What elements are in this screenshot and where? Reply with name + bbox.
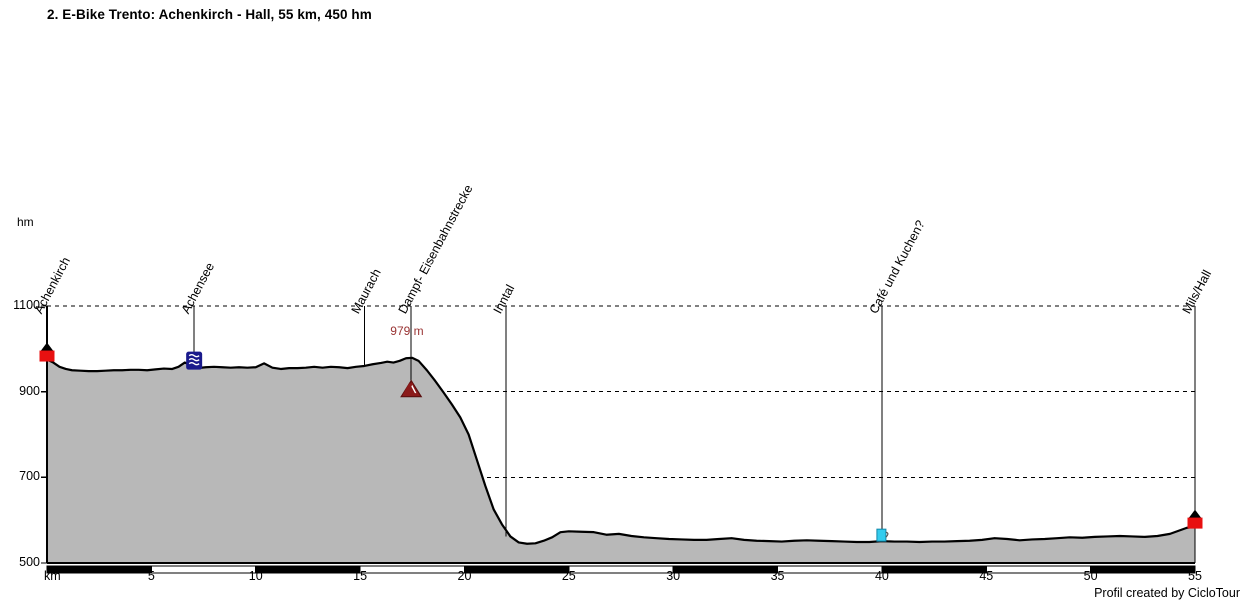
home-marker-body bbox=[39, 350, 55, 362]
water-wave-line bbox=[188, 358, 200, 362]
waypoint-marker-mils-hall[interactable] bbox=[1187, 509, 1203, 529]
x-tick-label: 30 bbox=[666, 569, 681, 583]
y-tick-label: 500 bbox=[19, 555, 40, 569]
home-marker-icon bbox=[1187, 509, 1203, 520]
x-tick-label: 50 bbox=[1083, 569, 1098, 583]
home-marker-icon bbox=[39, 342, 55, 353]
x-tick-label: 25 bbox=[561, 569, 576, 583]
triangle-icon-solid bbox=[402, 382, 417, 396]
cup-handle bbox=[885, 531, 889, 538]
y-tick-label: 700 bbox=[19, 469, 40, 484]
waypoint-markers[interactable] bbox=[39, 342, 1203, 542]
x-tick-label: 45 bbox=[979, 569, 994, 583]
x-tick-label: 10 bbox=[248, 569, 263, 583]
waypoint-marker-dampf-eisenbahnstrecke[interactable] bbox=[400, 379, 423, 398]
elevation-area-series bbox=[45, 356, 1197, 563]
footer-credit: Profil created by CicloTour bbox=[1094, 586, 1240, 600]
distance-scalebar bbox=[46, 565, 1196, 574]
water-icon bbox=[186, 351, 203, 370]
x-tick-label: 35 bbox=[770, 569, 785, 583]
waypoint-marker-cafe-und-kuchen[interactable] bbox=[876, 528, 889, 542]
water-wave-line bbox=[188, 362, 200, 366]
y-tick-label: 900 bbox=[19, 383, 40, 398]
y-axis-unit-label: hm bbox=[17, 215, 34, 229]
waypoint-marker-achenkirch[interactable] bbox=[39, 342, 55, 362]
x-tick-label: 40 bbox=[874, 569, 889, 583]
x-tick-label: 5 bbox=[147, 569, 155, 583]
water-wave-line bbox=[188, 354, 200, 358]
waypoint-marker-achensee[interactable] bbox=[186, 351, 203, 370]
x-tick-label: 55 bbox=[1188, 569, 1202, 583]
home-marker-body bbox=[1187, 517, 1203, 529]
page-title: 2. E-Bike Trento: Achenkirch - Hall, 55 … bbox=[47, 7, 372, 22]
scalebar-segment bbox=[1090, 565, 1196, 574]
y-tick-label: 1100 bbox=[13, 298, 40, 312]
x-tick-label: 20 bbox=[457, 569, 472, 583]
elevation-fill bbox=[47, 357, 1195, 563]
x-axis-unit-label: km bbox=[44, 569, 61, 583]
cup-icon bbox=[876, 528, 887, 542]
x-tick-label: 15 bbox=[353, 569, 368, 583]
annotation-peak-elevation: 979 m bbox=[390, 323, 424, 338]
